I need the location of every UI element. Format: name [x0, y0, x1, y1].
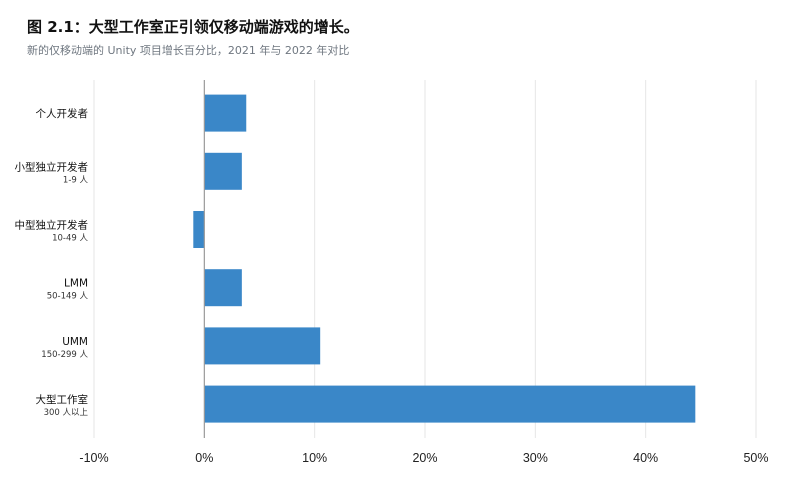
x-tick-label: 30%	[523, 451, 548, 465]
category-label: 中型独立开发者	[15, 219, 89, 232]
category-sublabel: 10-49 人	[52, 234, 88, 244]
chart-subtitle: 新的仅移动端的 Unity 项目增长百分比，2021 年与 2022 年对比	[27, 44, 350, 57]
x-tick-label: -10%	[79, 451, 108, 465]
category-sublabel: 1-9 人	[63, 175, 89, 185]
bar	[204, 269, 242, 307]
x-tick-label: 50%	[743, 451, 768, 465]
category-label: 个人开发者	[36, 107, 89, 120]
category-label: 大型工作室	[36, 393, 89, 406]
chart-title: 图 2.1：大型工作室正引领仅移动端游戏的增长。	[27, 18, 359, 36]
category-sublabel: 50-149 人	[47, 292, 89, 302]
category-sublabel: 300 人以上	[44, 408, 89, 418]
category-label: UMM	[62, 336, 88, 348]
x-tick-label: 10%	[302, 451, 327, 465]
category-label: LMM	[64, 278, 88, 290]
bar	[193, 211, 205, 248]
category-sublabel: 150-299 人	[41, 350, 88, 360]
bar	[204, 94, 247, 132]
bar	[204, 385, 696, 423]
x-tick-label: 0%	[195, 451, 213, 465]
x-tick-label: 20%	[412, 451, 437, 465]
category-label: 小型独立开发者	[15, 160, 89, 173]
bar	[204, 152, 242, 190]
bar	[204, 327, 321, 365]
x-tick-label: 40%	[633, 451, 658, 465]
